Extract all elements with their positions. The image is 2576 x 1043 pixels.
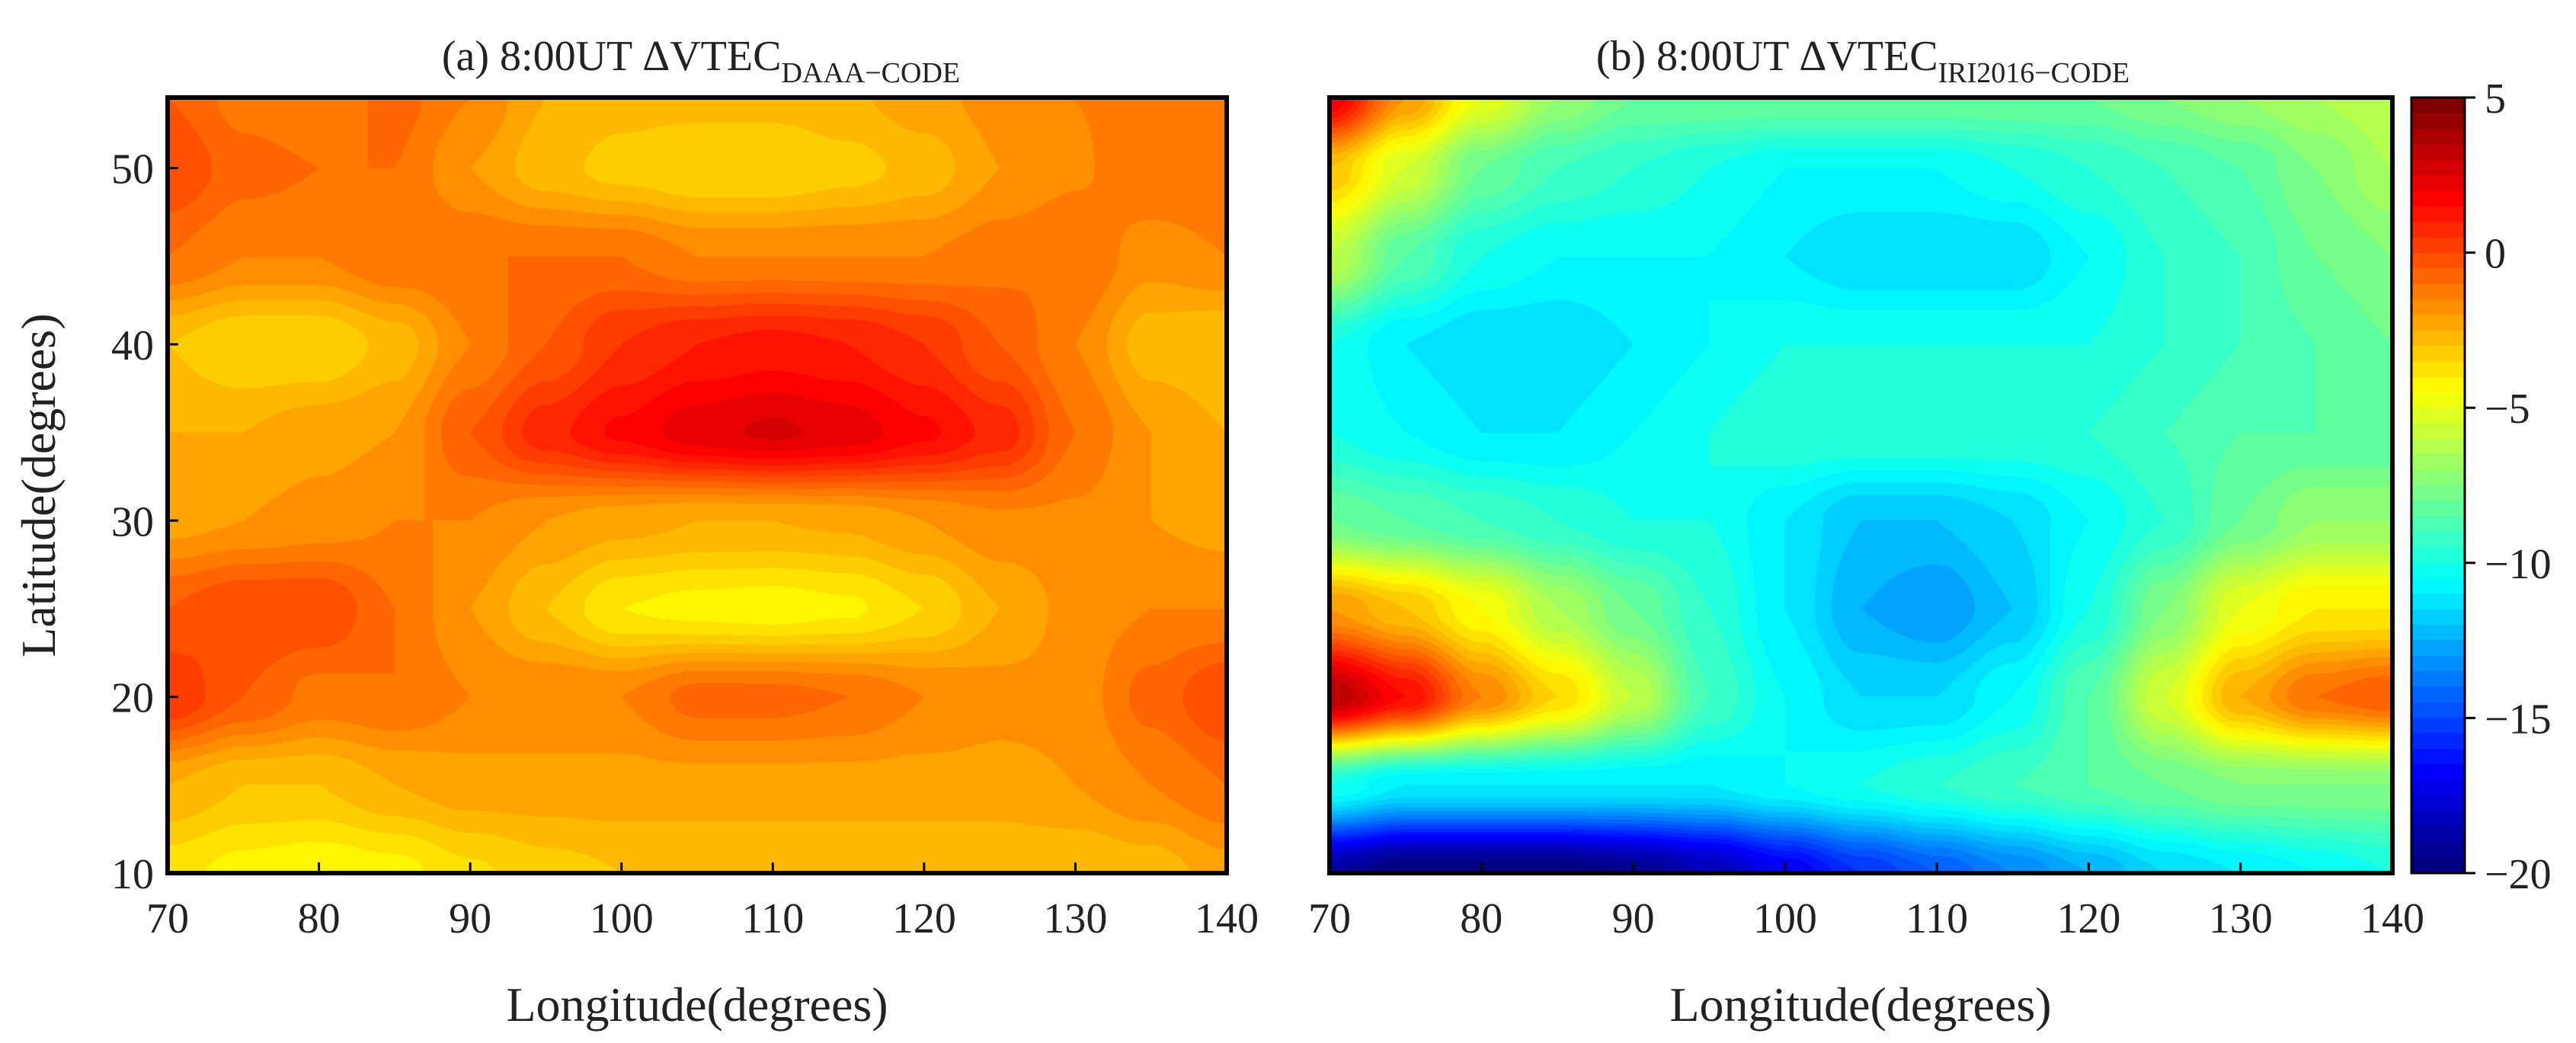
panel-b-plot: 70 80 90 100 110 120 130 140 (1308, 95, 2424, 942)
x-tick-label: 140 (2360, 895, 2424, 942)
x-tick-label: 130 (1043, 895, 1107, 942)
colorbar-ticks: 5 0 −5 −10 −15 −20 (2465, 75, 2552, 898)
x-tick-label: 110 (1906, 895, 1968, 942)
colorbar-tick-label: −10 (2485, 541, 2552, 588)
x-tick-label: 110 (741, 895, 804, 942)
panel-b-x-ticks: 70 80 90 100 110 120 130 140 (1308, 862, 2424, 942)
colorbar-gradient (2411, 98, 2465, 873)
panel-a-y-ticks: 10 20 30 40 50 (111, 146, 178, 898)
x-tick-label: 80 (1460, 895, 1502, 942)
x-tick-label: 70 (146, 895, 189, 942)
panel-a-ylabel: Latitude(degrees) (11, 313, 66, 657)
x-tick-label: 70 (1308, 895, 1351, 942)
panel-a-title: (a) 8:00UT ΔVTECDAAA−CODE (442, 33, 960, 89)
x-tick-label: 100 (1753, 895, 1817, 942)
colorbar-tick-label: 5 (2485, 75, 2506, 123)
x-tick-label: 90 (1612, 895, 1655, 942)
panel-a-plot: 70 80 90 100 110 120 130 140 10 20 30 40 50 (111, 95, 1259, 942)
x-tick-label: 80 (298, 895, 341, 942)
x-tick-label: 120 (892, 895, 956, 942)
panel-a-frame (165, 95, 1229, 875)
y-tick-label: 50 (111, 146, 154, 194)
y-tick-label: 10 (111, 851, 154, 898)
panel-b-frame (1327, 95, 2395, 875)
colorbar: 5 0 −5 −10 −15 −20 (2410, 75, 2552, 898)
panel-b-title: (b) 8:00UT ΔVTECIRI2016−CODE (1596, 33, 2130, 89)
panel-b-xlabel: Longitude(degrees) (1669, 977, 2051, 1032)
panel-a: (a) 8:00UT ΔVTECDAAA−CODE 70 80 90 100 110 12… (11, 33, 1259, 1032)
panel-b: (b) 8:00UT ΔVTECIRI2016−CODE 70 80 90 100 11… (1308, 33, 2424, 1032)
y-tick-label: 40 (111, 322, 154, 370)
panel-b-heatmap (1330, 98, 2392, 873)
colorbar-tick-label: 0 (2485, 231, 2506, 278)
x-tick-label: 130 (2209, 895, 2273, 942)
colorbar-tick-label: −20 (2485, 851, 2552, 898)
x-tick-label: 90 (449, 895, 491, 942)
colorbar-tick-label: −15 (2485, 696, 2552, 743)
x-tick-label: 100 (590, 895, 654, 942)
panel-a-x-ticks: 70 80 90 100 110 120 130 140 (146, 862, 1259, 942)
y-tick-label: 30 (111, 498, 154, 545)
x-tick-label: 140 (1195, 895, 1259, 942)
colorbar-tick-label: −5 (2485, 386, 2530, 433)
x-tick-label: 120 (2056, 895, 2120, 942)
panel-a-xlabel: Longitude(degrees) (506, 977, 888, 1032)
colorbar-frame (2410, 96, 2466, 875)
y-tick-label: 20 (111, 675, 154, 722)
panel-a-heatmap (168, 98, 1227, 873)
